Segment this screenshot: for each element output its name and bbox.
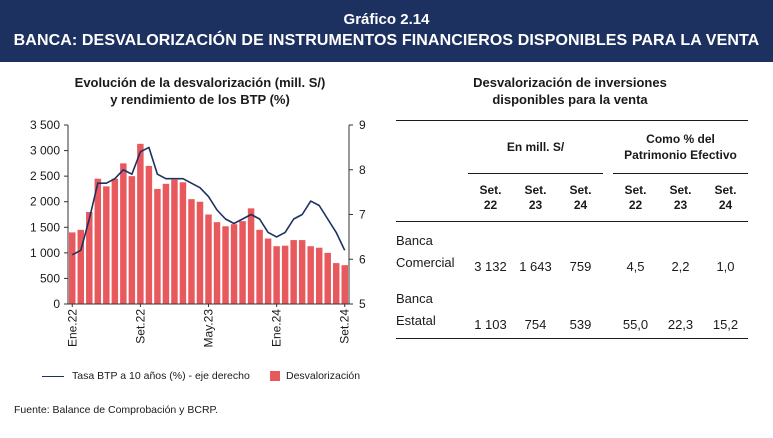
bar-desvalorizacion bbox=[247, 208, 255, 304]
row-label: Banca Comercial bbox=[396, 233, 455, 270]
bar-desvalorizacion bbox=[77, 229, 85, 304]
bar-desvalorizacion bbox=[137, 143, 144, 304]
bar-desvalorizacion bbox=[69, 232, 76, 304]
y-tick-label: 2 000 bbox=[30, 195, 60, 209]
bar-desvalorizacion bbox=[213, 222, 221, 304]
bar-desvalorizacion bbox=[154, 188, 161, 304]
bar-desvalorizacion bbox=[120, 163, 127, 304]
table-cell: 2,2 bbox=[671, 259, 690, 274]
bar-desvalorizacion bbox=[324, 252, 331, 304]
legend-line-entry: Tasa BTP a 10 años (%) - eje derecho bbox=[42, 370, 250, 382]
legend-bar-swatch bbox=[270, 371, 280, 381]
bar-desvalorizacion bbox=[298, 240, 306, 304]
table-cell: 3 132 bbox=[474, 259, 507, 274]
group-header-millions: En mill. S/ bbox=[468, 120, 603, 174]
bar-desvalorizacion bbox=[341, 265, 348, 304]
bar-desvalorizacion bbox=[196, 201, 204, 304]
y-tick-label: 3 500 bbox=[30, 118, 60, 132]
table-cell: 1,0 bbox=[716, 259, 735, 274]
table-cell: 1 643 bbox=[519, 259, 552, 274]
chart-main-title: BANCA: DESVALORIZACIÓN DE INSTRUMENTOS F… bbox=[13, 32, 760, 49]
col-header: Set. 24 bbox=[558, 173, 603, 222]
x-tick-label: Ene.22 bbox=[65, 309, 79, 347]
table-title-line-1: Desvalorización de inversiones bbox=[473, 75, 667, 90]
table-cell: 4,5 bbox=[626, 259, 645, 274]
col-header: Set. 22 bbox=[613, 173, 658, 222]
bar-desvalorizacion bbox=[290, 240, 297, 304]
bar-desvalorizacion bbox=[273, 246, 280, 304]
y-tick-label: 1 500 bbox=[30, 220, 60, 234]
y2-tick-label: 5 bbox=[359, 297, 366, 311]
bar-desvalorizacion bbox=[94, 178, 102, 304]
legend-line-swatch bbox=[42, 375, 64, 377]
chart-subtitle-line-2: y rendimiento de los BTP (%) bbox=[110, 92, 290, 107]
table-cell: 759 bbox=[569, 259, 592, 274]
table-cell: 55,0 bbox=[613, 280, 658, 339]
bar-desvalorizacion bbox=[145, 165, 153, 304]
table-cell: 539 bbox=[558, 280, 603, 339]
col-header: Set. 24 bbox=[703, 173, 748, 222]
x-tick-label: Set.22 bbox=[133, 309, 147, 344]
y-tick-label: 2 500 bbox=[30, 169, 60, 183]
table-cell: 15,2 bbox=[703, 280, 748, 339]
y2-tick-label: 6 bbox=[359, 252, 366, 266]
y-tick-label: 1 000 bbox=[30, 246, 60, 260]
table-title: Desvalorización de inversiones disponibl… bbox=[420, 74, 720, 108]
y-tick-label: 500 bbox=[40, 271, 60, 285]
bar-desvalorizacion bbox=[179, 182, 187, 304]
col-header: Set. 23 bbox=[658, 173, 703, 222]
x-tick-label: Ene.24 bbox=[270, 309, 284, 347]
x-tick-label: May.23 bbox=[202, 309, 216, 348]
legend-bar-label: Desvalorización bbox=[286, 370, 361, 382]
y-tick-label: 3 000 bbox=[30, 144, 60, 158]
legend-line-label: Tasa BTP a 10 años (%) - eje derecho bbox=[72, 370, 250, 382]
bar-desvalorizacion bbox=[332, 263, 340, 304]
bar-desvalorizacion bbox=[230, 224, 238, 304]
x-tick-label: Set.24 bbox=[338, 309, 352, 344]
bar-desvalorizacion bbox=[111, 178, 119, 304]
table-row: Banca Comercial 3 132 1 643 759 4,5 2,2 1… bbox=[396, 222, 748, 281]
combo-chart: 0 500 1 000 1 500 2 000 2 500 3 000 3 500 5 6 7 8 9 E… bbox=[30, 118, 366, 348]
bar-desvalorizacion bbox=[128, 176, 136, 304]
bar-desvalorizacion bbox=[171, 179, 178, 304]
group-header-percent: Como % del Patrimonio Efectivo bbox=[613, 120, 748, 174]
bar-desvalorizacion bbox=[205, 214, 212, 304]
bar-desvalorizacion bbox=[86, 211, 93, 304]
bar-desvalorizacion bbox=[188, 199, 195, 304]
bar-desvalorizacion bbox=[256, 229, 263, 304]
bar-desvalorizacion bbox=[239, 221, 246, 304]
legend-bar-entry: Desvalorización bbox=[270, 370, 360, 382]
chart-number: Gráfico 2.14 bbox=[343, 11, 430, 28]
table-cell: 1 103 bbox=[468, 280, 513, 339]
chart-subtitle-line-1: Evolución de la desvalorización (mill. S… bbox=[74, 75, 326, 90]
devaluation-table: En mill. S/ Como % del Patrimonio Efecti… bbox=[396, 120, 748, 339]
bar-desvalorizacion bbox=[307, 246, 314, 304]
y-tick-label: 0 bbox=[53, 297, 60, 311]
y2-tick-label: 8 bbox=[359, 163, 366, 177]
table-row: Banca Estatal 1 103 754 539 55,0 22,3 15,… bbox=[396, 280, 748, 339]
chart-header: Gráfico 2.14 BANCA: DESVALORIZACIÓN DE I… bbox=[0, 0, 773, 62]
bar-desvalorizacion bbox=[222, 226, 229, 304]
table-title-line-2: disponibles para la venta bbox=[492, 92, 648, 107]
col-header: Set. 23 bbox=[513, 173, 558, 222]
line-tasa-btp bbox=[71, 146, 346, 256]
table-cell: 22,3 bbox=[658, 280, 703, 339]
col-header: Set. 22 bbox=[468, 173, 513, 222]
row-label: Banca Estatal bbox=[396, 280, 468, 339]
chart-subtitle: Evolución de la desvalorización (mill. S… bbox=[40, 74, 360, 108]
y2-tick-label: 9 bbox=[359, 118, 366, 132]
source-note: Fuente: Balance de Comprobación y BCRP. bbox=[14, 404, 219, 416]
bar-desvalorizacion bbox=[315, 247, 323, 304]
bar-desvalorizacion bbox=[264, 238, 272, 304]
table-group-header-row: En mill. S/ Como % del Patrimonio Efecti… bbox=[396, 120, 748, 174]
bar-desvalorizacion bbox=[162, 183, 170, 304]
bar-desvalorizacion bbox=[103, 186, 110, 304]
table-column-header-row: Set. 22 Set. 23 Set. 24 Set. 22 Set. 23 Set. 2… bbox=[396, 173, 748, 222]
bar-desvalorizacion bbox=[281, 245, 289, 304]
y2-tick-label: 7 bbox=[359, 208, 366, 222]
table-cell: 754 bbox=[513, 280, 558, 339]
